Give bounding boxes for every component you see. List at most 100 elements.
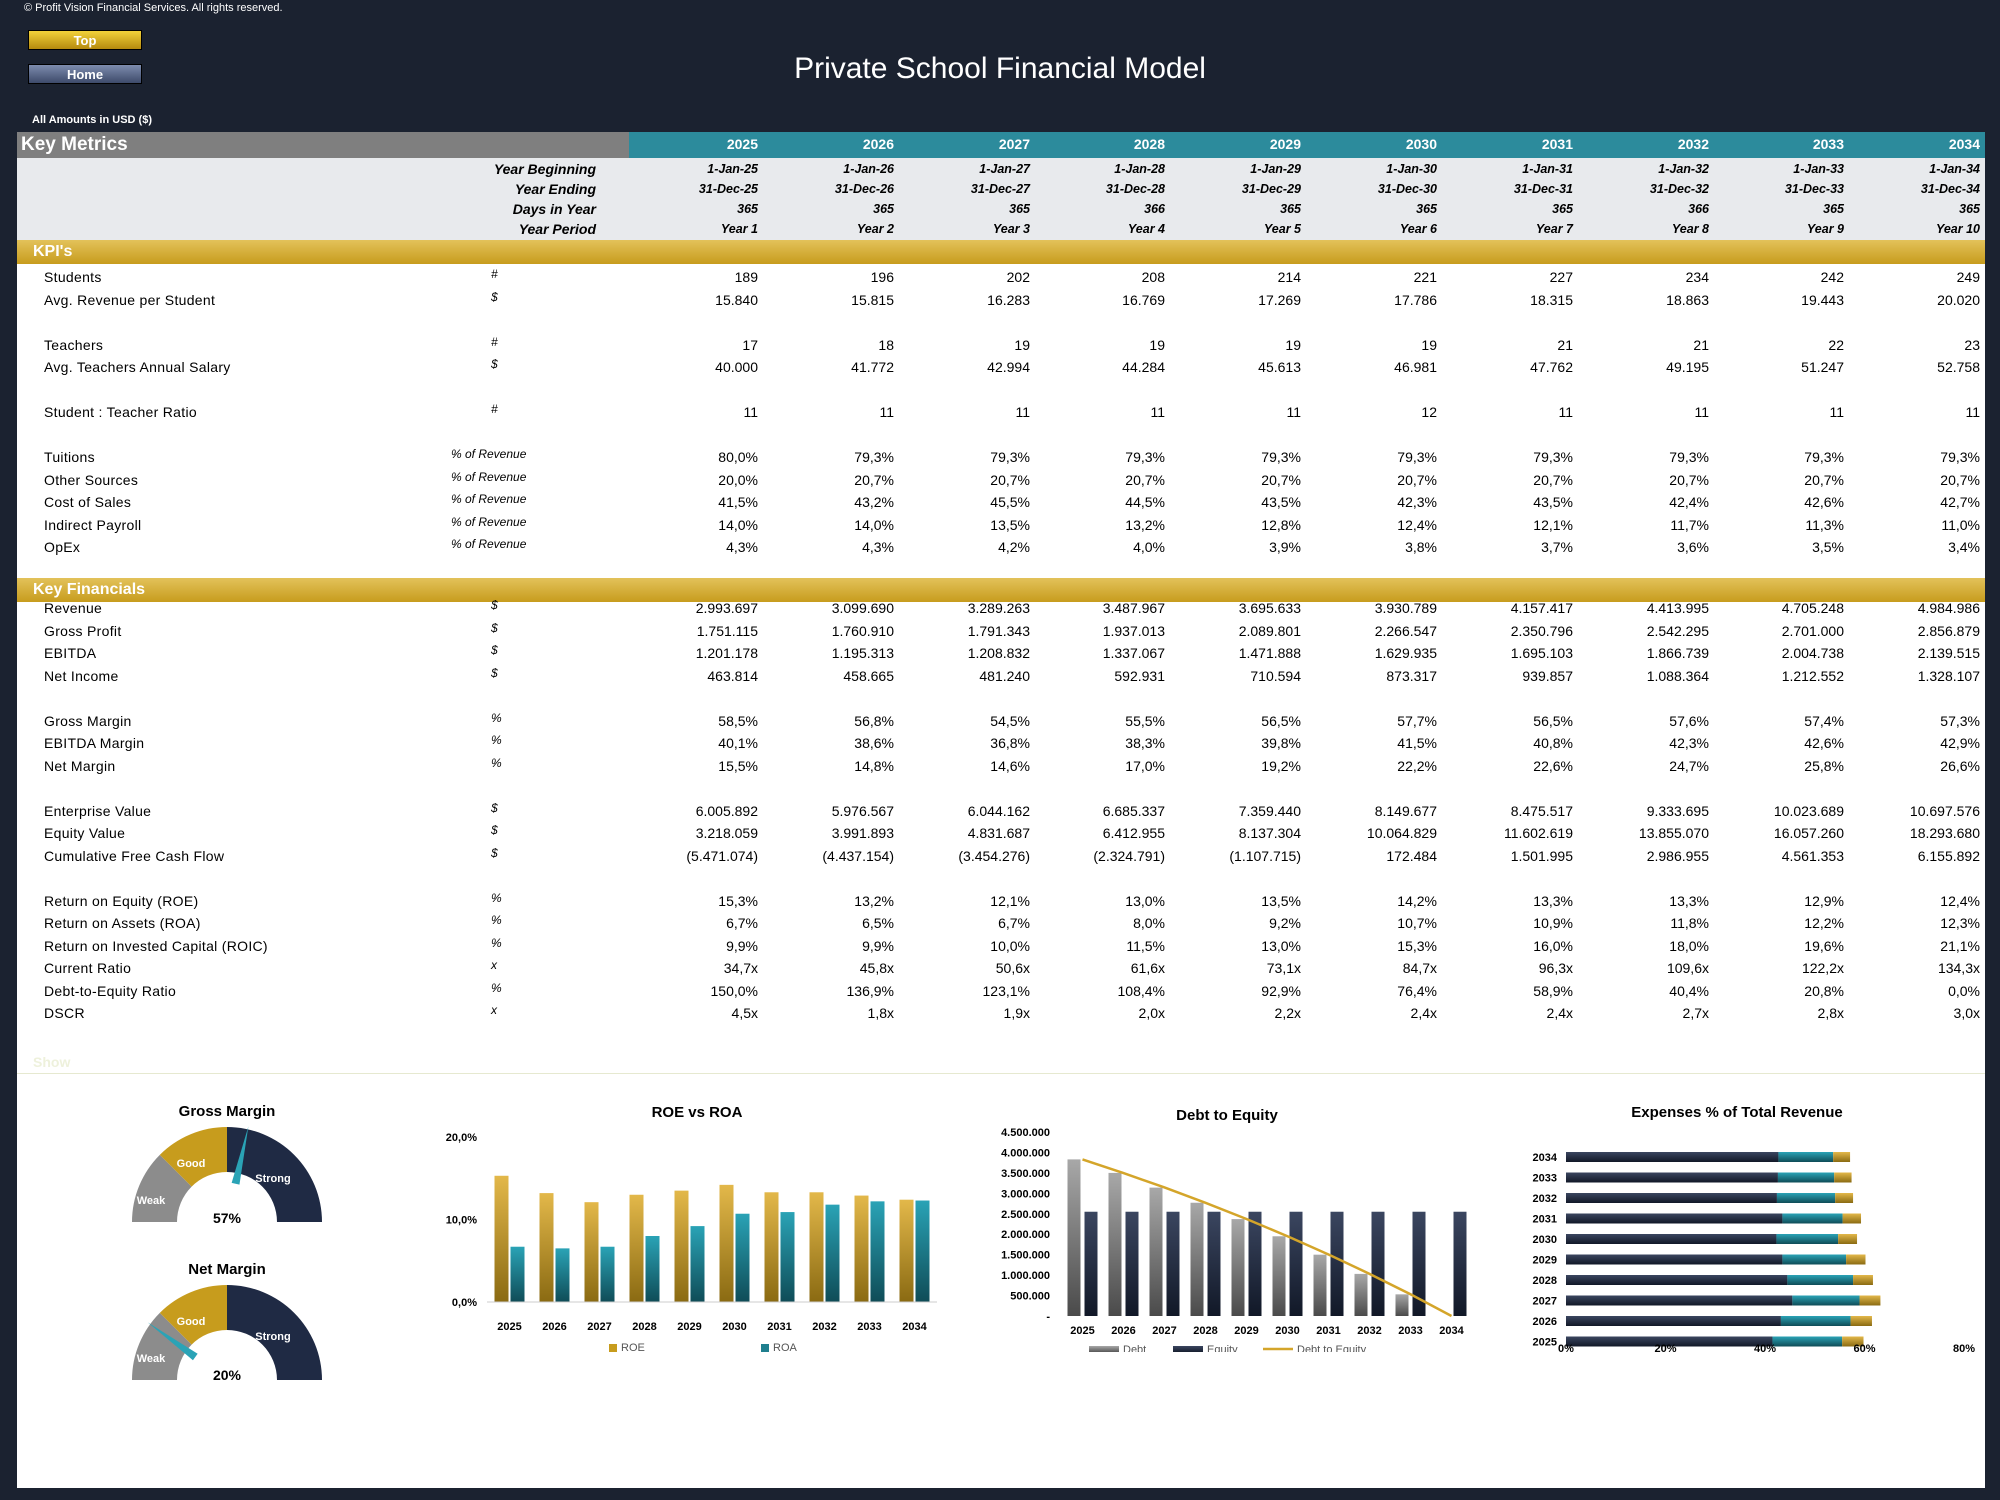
roa-bar	[870, 1201, 885, 1302]
table-cell: 11	[1694, 404, 1709, 420]
opex-bar	[1859, 1295, 1881, 1306]
table-cell: 11	[1558, 404, 1573, 420]
table-cell: 50,6x	[995, 960, 1030, 976]
table-cell: 10,0%	[990, 937, 1030, 954]
x-tick-label: 2028	[1193, 1325, 1217, 1337]
debt-bar	[1190, 1202, 1204, 1316]
table-cell: 6.685.337	[1102, 802, 1165, 819]
period-cell: Year 9	[1806, 222, 1844, 236]
table-row-unit: % of Revenue	[451, 469, 527, 484]
table-cell: 13,5%	[1261, 892, 1301, 909]
table-row-label: DSCR	[44, 1005, 85, 1021]
gauge-needle	[147, 1322, 198, 1361]
roe-bar	[719, 1184, 734, 1302]
table-cell: 2.004.738	[1781, 645, 1844, 661]
table-row-label: Other Sources	[44, 471, 139, 488]
opex-bar	[1842, 1213, 1862, 1224]
table-cell: 11,7%	[1670, 516, 1709, 533]
table-cell: 73,1x	[1266, 960, 1301, 976]
debt-to-equity-line	[1082, 1158, 1453, 1318]
table-cell: 134,3x	[1937, 960, 1980, 976]
table-cell: 4,3%	[726, 539, 758, 555]
table-cell: 11,5%	[1126, 937, 1165, 954]
table-cell: 12,4%	[1940, 892, 1980, 909]
table-cell: 3.487.967	[1102, 600, 1165, 616]
net-margin-gauge-title: Net Margin	[188, 1261, 266, 1278]
table-row-label: EBITDA	[44, 645, 97, 661]
legend-roa-swatch	[761, 1344, 769, 1352]
table-row-label: Cumulative Free Cash Flow	[44, 847, 225, 864]
table-cell: 17,0%	[1125, 757, 1165, 774]
table-cell: 16.283	[987, 291, 1030, 308]
table-cell: 21,1%	[1940, 937, 1980, 954]
table-cell: 57,3%	[1940, 712, 1980, 729]
gross-margin-gauge-title: Gross Margin	[178, 1103, 276, 1120]
debt-bar	[1395, 1294, 1409, 1316]
x-tick-label: 2029	[1234, 1325, 1258, 1337]
equity-bar	[1453, 1211, 1467, 1316]
gauge-weak-band	[132, 1312, 192, 1380]
x-tick-label: 2034	[902, 1321, 927, 1333]
table-cell: 17.269	[1258, 291, 1301, 308]
table-cell: 20,7%	[990, 471, 1030, 488]
table-cell: 2,2x	[1274, 1005, 1301, 1021]
table-row-label: Students	[44, 269, 102, 285]
table-cell: 52.758	[1937, 359, 1980, 375]
roa-bar	[825, 1204, 840, 1302]
table-cell: 458.665	[843, 667, 894, 684]
table-cell: 12,9%	[1804, 892, 1844, 909]
table-row-label: Tuitions	[44, 449, 95, 465]
table-cell: 2,7x	[1682, 1005, 1709, 1021]
opex-bar	[1850, 1316, 1872, 1326]
table-cell: 57,6%	[1669, 712, 1709, 729]
table-cell: 25,8%	[1804, 757, 1844, 774]
year-header-cell: 2025	[726, 136, 758, 152]
indirect-payroll-bar	[1776, 1234, 1839, 1244]
top-button[interactable]: Top	[28, 30, 142, 50]
opex-bar	[1834, 1172, 1852, 1183]
table-cell: 58,9%	[1533, 982, 1573, 999]
y-tick-label: 4.000.000	[1001, 1147, 1050, 1159]
cost-of-sales-bar	[1566, 1172, 1778, 1183]
table-cell: 14,0%	[718, 516, 758, 533]
charts-divider	[17, 1073, 1985, 1074]
gauge-good-label: Good	[177, 1316, 206, 1328]
table-cell: 4,2%	[998, 539, 1030, 555]
table-cell: 76,4%	[1397, 982, 1437, 999]
table-cell: 42,7%	[1940, 494, 1980, 510]
legend-equity-label: Equity	[1207, 1344, 1238, 1352]
gauge-good-label: Good	[177, 1158, 206, 1170]
table-cell: 3,7%	[1541, 539, 1573, 555]
table-cell: 1.471.888	[1238, 645, 1301, 661]
roe-roa-chart: 0,0% 10,0% 20,0% 2025 2026 2027 2028 2029 2030 20…	[446, 1132, 937, 1352]
table-row-label: Indirect Payroll	[44, 516, 142, 533]
y-tick-label: 2025	[1533, 1337, 1557, 1349]
period-row-label: Year Ending	[514, 181, 596, 197]
table-row-unit: $	[491, 665, 498, 680]
table-row-label: Avg. Teachers Annual Salary	[44, 359, 231, 375]
table-cell: 79,3%	[1940, 449, 1980, 465]
table-cell: 11	[879, 404, 894, 420]
table-cell: 4.831.687	[967, 825, 1030, 841]
table-cell: 1.088.364	[1646, 667, 1709, 684]
table-cell: 481.240	[979, 667, 1030, 684]
table-cell: 14,2%	[1397, 892, 1437, 909]
period-row-label: Year Period	[518, 221, 596, 237]
table-cell: 19	[1285, 336, 1301, 353]
period-cell: 31-Dec-34	[1920, 182, 1980, 196]
table-cell: 42,3%	[1397, 494, 1437, 510]
period-cell: 365	[873, 202, 894, 216]
home-button[interactable]: Home	[28, 64, 142, 84]
indirect-payroll-bar	[1778, 1152, 1834, 1162]
period-cell: 31-Dec-33	[1784, 182, 1844, 196]
legend-dte-label: Debt to Equity	[1297, 1344, 1367, 1352]
table-cell: 11	[1015, 404, 1030, 420]
table-cell: 1.866.739	[1646, 645, 1709, 661]
period-cell: 365	[737, 202, 758, 216]
roe-bar	[764, 1192, 779, 1302]
y-tick-label: 2029	[1533, 1255, 1557, 1267]
y-tick-label: 2031	[1533, 1214, 1557, 1226]
table-cell: 4.705.248	[1781, 600, 1844, 616]
table-cell: 463.814	[707, 667, 758, 684]
table-cell: 18.315	[1530, 291, 1573, 308]
